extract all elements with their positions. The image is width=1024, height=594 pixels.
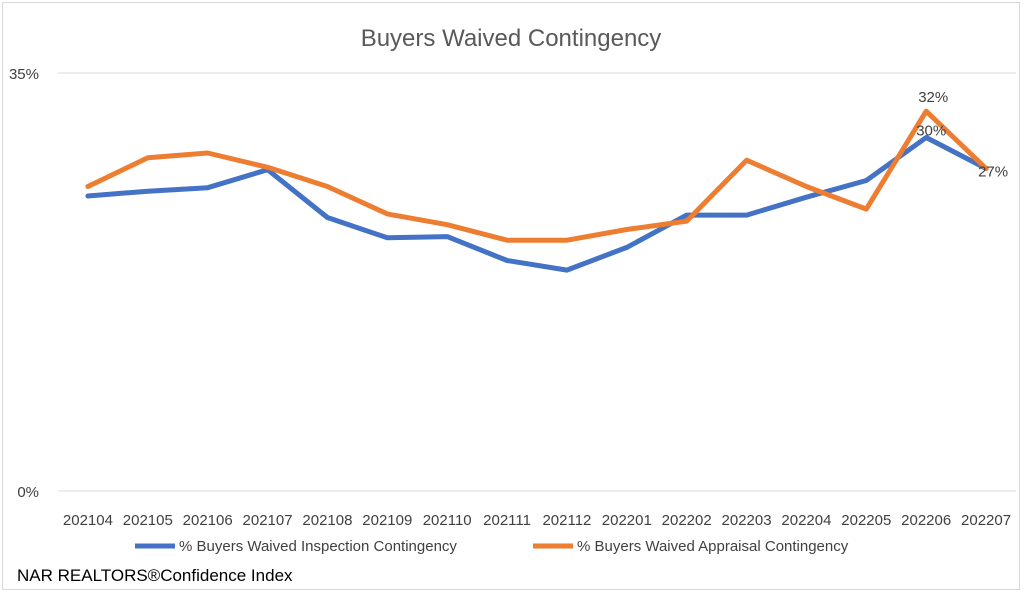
x-tick-label: 202104 <box>63 512 113 529</box>
x-tick-label: 202111 <box>483 512 531 529</box>
x-tick-label: 202112 <box>542 512 591 529</box>
legend-label: % Buyers Waived Appraisal Contingency <box>577 538 849 555</box>
x-tick-label: 202202 <box>662 512 712 529</box>
x-tick-label: 202110 <box>423 512 472 529</box>
series-line-1 <box>85 135 989 273</box>
series-line-2 <box>85 108 989 243</box>
legend: % Buyers Waived Inspection Contingency % … <box>135 538 849 555</box>
x-tick-label: 202201 <box>602 512 652 529</box>
x-tick-label: 202105 <box>123 512 173 529</box>
x-tick-label: 202109 <box>362 512 412 529</box>
data-label: 32% <box>918 89 948 106</box>
x-tick-label: 202205 <box>841 512 891 529</box>
x-tick-label: 202203 <box>722 512 772 529</box>
data-label: 27% <box>978 164 1008 181</box>
x-tick-label: 202207 <box>961 512 1011 529</box>
data-label: 30% <box>916 122 946 139</box>
source-note: NAR REALTORS®Confidence Index <box>17 566 293 585</box>
data-labels: 32% 30% 27% <box>916 89 1008 180</box>
legend-label: % Buyers Waived Inspection Contingency <box>179 538 457 555</box>
x-tick-label: 202107 <box>243 512 293 529</box>
line-chart: Buyers Waived Contingency 35%0% 202104 20… <box>9 25 1016 585</box>
x-tick-label: 202106 <box>183 512 233 529</box>
y-axis-ticks: 35% 0% <box>9 66 39 501</box>
gridlines <box>58 72 1016 492</box>
x-tick-label: 202204 <box>781 512 831 529</box>
series-lines <box>85 108 989 273</box>
y-tick-label: 35% <box>9 66 39 83</box>
chart-title: Buyers Waived Contingency <box>361 25 662 52</box>
y-tick-label: 0% <box>17 484 39 501</box>
x-tick-label: 202108 <box>302 512 352 529</box>
x-axis-ticks: 202104 202105 202106 202107 202108 202109 2021… <box>63 512 1011 529</box>
x-tick-label: 202206 <box>901 512 951 529</box>
